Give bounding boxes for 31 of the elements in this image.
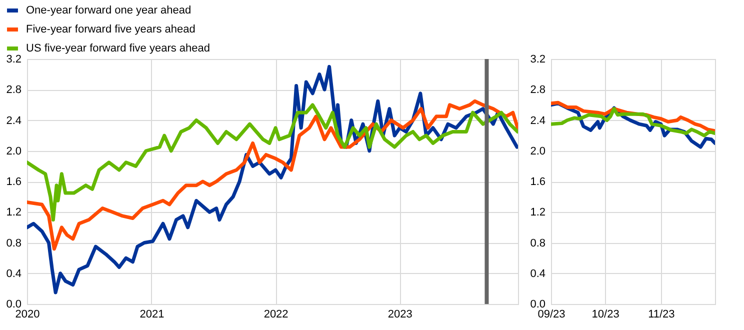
y-tick-label: 1.2	[530, 206, 546, 219]
y-tick-label: 2.0	[530, 145, 546, 158]
y-tick-label: 1.6	[6, 176, 22, 188]
y-tick-label: 2.8	[6, 84, 22, 96]
y-tick-label: 0.0	[6, 298, 22, 310]
y-tick-label: 2.4	[6, 114, 22, 127]
x-tick-label: 2020	[15, 308, 40, 320]
y-tick-label: 0.8	[530, 237, 546, 250]
y-tick-label: 0.8	[6, 237, 22, 250]
y-tick-label: 1.2	[6, 206, 22, 219]
x-tick-label: 2021	[140, 308, 164, 320]
x-tick-label: 09/23	[538, 308, 566, 320]
line-series	[27, 99, 518, 251]
x-tick-label: 2023	[388, 308, 412, 320]
y-tick-label: 1.6	[530, 176, 546, 188]
line-series	[27, 103, 518, 222]
y-tick-label: 0.0	[530, 298, 546, 310]
legend-label: US five-year forward five years ahead	[26, 42, 210, 54]
x-tick-label: 10/23	[592, 308, 620, 320]
line-series	[551, 107, 715, 138]
y-tick-label: 2.8	[530, 84, 546, 96]
y-tick-label: 3.2	[530, 54, 546, 66]
legend-label: Five-year forward five years ahead	[26, 24, 196, 36]
y-tick-label: 2.0	[6, 145, 22, 158]
x-tick-label: 11/23	[648, 308, 675, 320]
x-tick-label: 2022	[264, 308, 288, 320]
y-tick-label: 0.4	[530, 268, 546, 280]
y-tick-label: 2.4	[530, 114, 546, 127]
y-tick-label: 3.2	[6, 54, 22, 66]
y-tick-label: 0.4	[6, 268, 22, 280]
legend-label: One-year forward one year ahead	[26, 4, 192, 16]
